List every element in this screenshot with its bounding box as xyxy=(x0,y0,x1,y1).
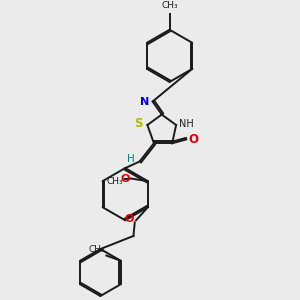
Text: O: O xyxy=(120,173,130,184)
Text: CH₃: CH₃ xyxy=(88,245,105,254)
Text: S: S xyxy=(134,117,143,130)
Text: H: H xyxy=(127,154,135,164)
Text: O: O xyxy=(124,214,134,224)
Text: CH₃: CH₃ xyxy=(161,1,178,10)
Text: N: N xyxy=(140,97,149,106)
Text: O: O xyxy=(189,133,199,146)
Text: CH₃: CH₃ xyxy=(107,177,124,186)
Text: NH: NH xyxy=(179,119,194,129)
